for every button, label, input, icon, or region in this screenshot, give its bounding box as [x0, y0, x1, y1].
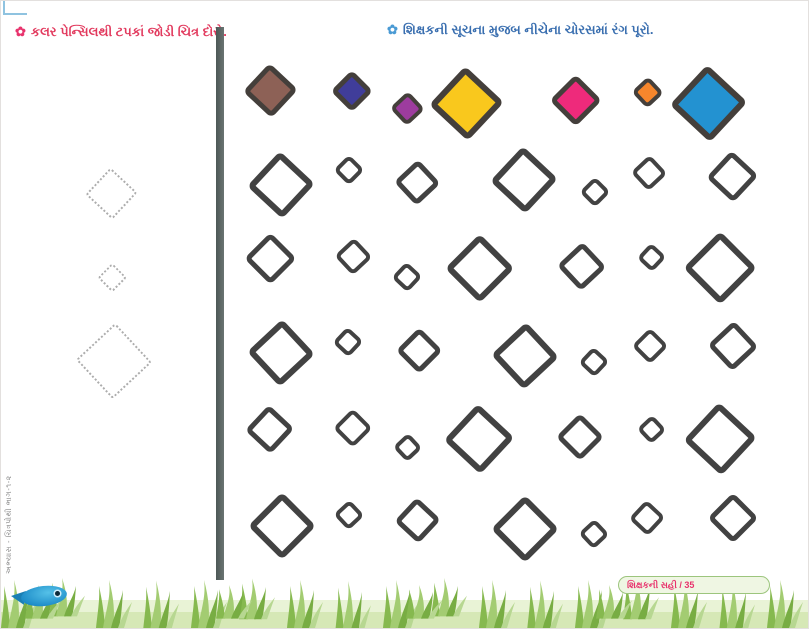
colored-diamond-indigo	[330, 69, 373, 112]
page-footer-badge: શિક્ષકની સહી / 35	[618, 576, 770, 594]
colored-diamond-blue	[670, 65, 748, 143]
outline-diamond	[333, 154, 365, 186]
outline-diamond	[334, 237, 372, 275]
outline-diamond	[579, 176, 611, 208]
grass-svg	[1, 578, 808, 628]
outline-diamond	[555, 412, 604, 461]
colored-diamond-orange	[631, 76, 665, 110]
outline-diamond	[706, 150, 758, 202]
scan-corner-mark	[3, 1, 27, 15]
outline-diamond	[333, 408, 373, 448]
outline-diamond	[578, 346, 610, 378]
outline-diamond	[637, 243, 667, 273]
colored-diamond-yellow	[429, 66, 505, 142]
outline-diamond	[247, 319, 315, 387]
outline-diamond	[394, 159, 440, 205]
outline-diamond	[578, 518, 610, 550]
footer-badge-text: શિક્ષકની સહી / 35	[627, 579, 695, 590]
colored-diamond-pink	[549, 74, 603, 128]
outline-diamond	[445, 234, 515, 304]
outline-diamond	[631, 327, 669, 365]
outline-diamond	[443, 403, 515, 475]
dotted-diamond	[85, 167, 137, 219]
outline-diamond	[394, 497, 442, 545]
outline-diamond	[332, 326, 364, 358]
flower-icon: ✿	[15, 24, 26, 39]
outline-diamond	[247, 151, 315, 219]
colored-diamond-brown	[242, 62, 298, 118]
outline-diamond	[491, 322, 559, 390]
grass-decoration	[1, 570, 808, 628]
outline-diamond	[247, 491, 316, 560]
colored-diamond-purple	[389, 90, 425, 126]
flower-icon: ✿	[387, 22, 398, 37]
left-instruction: ✿ કલર પેન્સિલથી ટપકાં જોડી ચિત્ર દોરો.	[15, 24, 227, 40]
dotted-diamond	[76, 323, 152, 399]
outline-diamond	[630, 154, 668, 192]
outline-diamond	[637, 415, 667, 445]
outline-diamond	[683, 402, 757, 476]
fish-eye	[55, 591, 60, 596]
outline-diamond	[490, 146, 558, 214]
outline-diamond	[707, 492, 759, 544]
outline-diamond	[682, 230, 757, 305]
outline-diamond	[396, 327, 442, 373]
outline-diamond	[391, 261, 423, 293]
left-instruction-text: કલર પેન્સિલથી ટપકાં જોડી ચિત્ર દોરો.	[30, 24, 227, 39]
fish-illustration	[10, 583, 69, 611]
outline-diamond	[707, 320, 759, 372]
dotted-diamond	[97, 262, 127, 292]
outline-diamond	[628, 499, 666, 537]
fish-body	[20, 583, 68, 609]
outline-diamond	[490, 494, 559, 563]
outline-diamond	[557, 242, 607, 292]
section-divider	[216, 27, 224, 580]
outline-diamond	[245, 405, 295, 455]
right-instruction: ✿ શિક્ષકની સૂચના મુજબ નીચેના ચોરસમાં રંગ…	[387, 22, 653, 38]
outline-diamond	[243, 231, 296, 284]
outline-diamond	[393, 433, 423, 463]
outline-diamond	[333, 499, 365, 531]
right-instruction-text: શિક્ષકની સૂચના મુજબ નીચેના ચોરસમાં રંગ પ…	[402, 22, 654, 37]
